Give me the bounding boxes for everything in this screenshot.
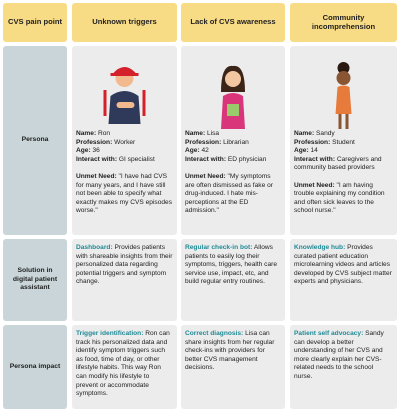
- persona-field: Profession: Student: [294, 139, 393, 148]
- header-cell: Lack of CVS awareness: [181, 3, 285, 42]
- field-label: Interact with:: [294, 155, 336, 163]
- field-value: Sandy: [316, 130, 335, 137]
- field-value: 14: [310, 147, 318, 155]
- header-cell: Unknown triggers: [72, 3, 177, 42]
- cell-title: Regular check-in bot:: [185, 244, 253, 251]
- cell-text: Sandy can develop a better understanding…: [294, 330, 384, 380]
- avatar: [335, 62, 352, 129]
- field-label: Age:: [76, 147, 91, 155]
- field-value: Worker: [114, 138, 136, 146]
- field-label: Age:: [294, 147, 309, 155]
- cell-text: Allows patients to easily log their symp…: [185, 244, 277, 286]
- persona-cell: Name: Lisa Profession: Librarian Age: 42 In…: [181, 46, 285, 235]
- persona-illustration: [181, 54, 285, 132]
- cell-title: Correct diagnosis:: [185, 330, 244, 337]
- row-label: Solution in digital patient assistant: [3, 239, 67, 321]
- field-label: Interact with:: [76, 155, 118, 163]
- field-value: Ron: [98, 130, 111, 137]
- field-value: Student: [332, 138, 355, 146]
- field-value: ED physician: [227, 155, 267, 163]
- persona-field: Profession: Librarian: [185, 139, 281, 148]
- cell-title: Dashboard:: [76, 244, 113, 251]
- impact-cell: Patient self advocacy: Sandy can develop…: [290, 325, 397, 409]
- header-cell: CVS pain point: [3, 3, 67, 42]
- persona-cell: Name: Ron Profession: Worker Age: 36 Intera…: [72, 46, 177, 235]
- need-text: "My symptoms are often dismissed as fake…: [185, 172, 273, 215]
- persona-field: Age: 14: [294, 147, 393, 156]
- persona-field: Interact with: Caregivers and community …: [294, 156, 393, 173]
- unmet-need: Unmet Need: "My symptoms are often dismi…: [185, 173, 281, 216]
- field-label: Profession:: [76, 138, 113, 146]
- solution-cell: Dashboard: Provides patients with sharea…: [72, 239, 177, 321]
- cell-title: Trigger identification:: [76, 330, 144, 337]
- solution-cell: Regular check-in bot: Allows patients to…: [181, 239, 285, 321]
- cell-text: Provides patients with shareable insight…: [76, 244, 173, 286]
- persona-text: Name: Sandy Profession: Student Age: 14 Int…: [294, 130, 393, 216]
- persona-field: Name: Lisa: [185, 130, 281, 139]
- cell-text: Provides curated patient education micro…: [294, 244, 392, 286]
- field-label: Age:: [185, 147, 200, 155]
- persona-illustration: [290, 54, 397, 132]
- field-value: Caregivers and community based providers: [294, 155, 382, 172]
- persona-cell: Name: Sandy Profession: Student Age: 14 Int…: [290, 46, 397, 235]
- avatar: [103, 67, 146, 124]
- field-value: Lisa: [207, 130, 220, 137]
- avatar: [221, 65, 245, 129]
- field-value: 42: [201, 147, 209, 155]
- persona-text: Name: Lisa Profession: Librarian Age: 42 In…: [185, 130, 281, 216]
- field-label: Name:: [294, 130, 315, 137]
- persona-field: Age: 42: [185, 147, 281, 156]
- cell-text: Ron can track his personalized data and …: [76, 330, 170, 398]
- need-label: Unmet Need:: [185, 172, 226, 180]
- need-label: Unmet Need:: [76, 172, 117, 180]
- cell-title: Knowledge hub:: [294, 244, 346, 251]
- header-cell: Community incomprehension: [290, 3, 397, 42]
- persona-text: Name: Ron Profession: Worker Age: 36 Intera…: [76, 130, 173, 216]
- field-label: Profession:: [185, 138, 222, 146]
- persona-illustration: [72, 54, 177, 132]
- field-value: GI specialist: [118, 155, 155, 163]
- field-value: 36: [92, 147, 100, 155]
- field-value: Librarian: [223, 138, 249, 146]
- cell-text: Lisa can share insights from her regular…: [185, 330, 275, 372]
- need-text: "I have had CVS for many years, and I ha…: [76, 172, 173, 215]
- need-label: Unmet Need:: [294, 181, 335, 189]
- field-label: Name:: [185, 130, 206, 137]
- row-label: Persona: [3, 46, 67, 235]
- solution-cell: Knowledge hub: Provides curated patient …: [290, 239, 397, 321]
- persona-field: Age: 36: [76, 147, 173, 156]
- unmet-need: Unmet Need: "I am having trouble explain…: [294, 182, 393, 216]
- persona-field: Interact with: GI specialist: [76, 156, 173, 165]
- row-label: Persona impact: [3, 325, 67, 409]
- unmet-need: Unmet Need: "I have had CVS for many yea…: [76, 173, 173, 216]
- field-label: Interact with:: [185, 155, 227, 163]
- field-label: Profession:: [294, 138, 331, 146]
- need-text: "I am having trouble explaining my condi…: [294, 181, 385, 215]
- persona-field: Name: Ron: [76, 130, 173, 139]
- impact-cell: Trigger identification: Ron can track hi…: [72, 325, 177, 409]
- field-label: Name:: [76, 130, 97, 137]
- persona-field: Name: Sandy: [294, 130, 393, 139]
- cell-title: Patient self advocacy:: [294, 330, 364, 337]
- impact-cell: Correct diagnosis: Lisa can share insigh…: [181, 325, 285, 409]
- persona-field: Profession: Worker: [76, 139, 173, 148]
- persona-field: Interact with: ED physician: [185, 156, 281, 165]
